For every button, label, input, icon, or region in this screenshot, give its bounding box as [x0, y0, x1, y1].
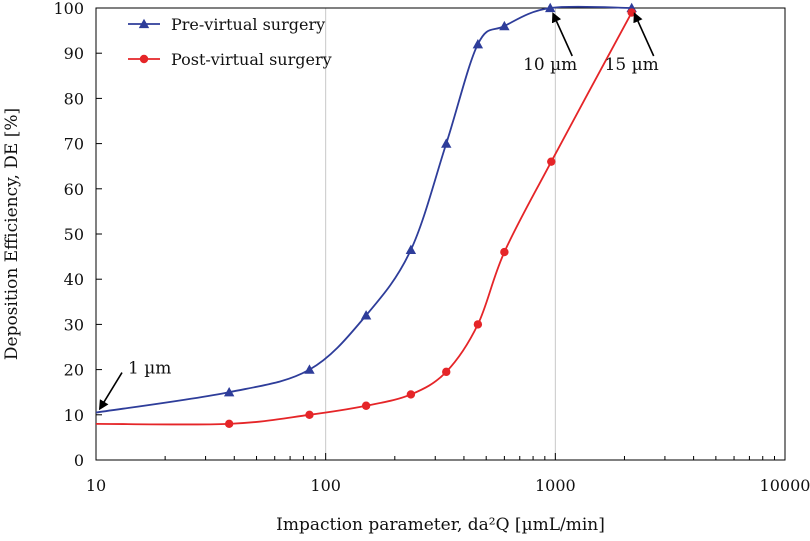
- data-point-triangle: [223, 387, 235, 397]
- data-point-triangle: [472, 38, 484, 49]
- data-point-circle: [224, 419, 234, 429]
- y-tick-label: 0: [74, 451, 84, 470]
- legend-entry-pre: Pre-virtual surgery: [128, 15, 325, 34]
- x-axis-ticks: 10 100 1000 10000: [86, 453, 810, 495]
- legend-label: Pre-virtual surgery: [171, 15, 325, 34]
- y-tick-label: 40: [64, 270, 84, 289]
- x-tick-label: 1000: [535, 476, 576, 495]
- y-axis-title: Deposition Efficiency, DE [%]: [2, 108, 22, 360]
- data-point-triangle: [405, 244, 417, 254]
- x-axis-title: Impaction parameter, da²Q [µmL/min]: [276, 515, 605, 535]
- data-point-triangle: [304, 364, 315, 374]
- data-point-circle: [547, 157, 556, 166]
- data-point-triangle: [441, 138, 452, 148]
- plot-area-frame: [95, 7, 786, 461]
- y-tick-label: 80: [64, 89, 84, 108]
- legend-entry-post: Post-virtual surgery: [128, 50, 332, 69]
- annotation-1: 10 µm: [523, 12, 577, 75]
- y-tick-label: 10: [64, 406, 84, 425]
- data-point-triangle: [499, 20, 510, 31]
- x-tick-label: 100: [310, 476, 341, 495]
- series-post: [95, 8, 636, 429]
- annotation-arrow: [633, 12, 655, 57]
- x-tick-label: 10: [86, 476, 106, 495]
- y-tick-label: 70: [64, 135, 84, 154]
- y-tick-label: 50: [64, 225, 84, 244]
- annotation-arrow: [551, 12, 573, 57]
- y-tick-label: 100: [53, 0, 84, 18]
- legend: Pre-virtual surgery Post-virtual surgery: [128, 15, 332, 69]
- data-point-triangle: [360, 310, 372, 320]
- x-tick-label: 10000: [760, 476, 810, 495]
- annotation-label: 10 µm: [523, 55, 577, 75]
- data-point-circle: [406, 390, 416, 399]
- data-point-circle: [361, 401, 371, 410]
- data-point-circle: [305, 410, 314, 419]
- legend-label: Post-virtual surgery: [171, 50, 332, 69]
- y-tick-label: 20: [64, 361, 84, 380]
- annotation-label: 15 µm: [605, 55, 659, 75]
- legend-marker: [139, 54, 149, 64]
- y-tick-label: 60: [64, 180, 84, 199]
- series-group: [95, 2, 637, 429]
- annotation-0: 1 µm: [98, 359, 171, 411]
- data-point-circle: [442, 367, 451, 377]
- data-point-triangle: [545, 2, 556, 13]
- y-tick-label: 90: [64, 44, 84, 63]
- data-point-circle: [473, 320, 483, 329]
- annotation-label: 1 µm: [128, 359, 171, 379]
- annotations-group: 1 µm 10 µm 15 µm: [98, 12, 659, 411]
- annotation-arrow: [98, 372, 123, 411]
- annotation-2: 15 µm: [605, 12, 659, 75]
- series-line: [95, 5, 632, 414]
- series-line: [95, 12, 633, 426]
- y-axis-ticks: 0 10 20 30 40 50 60 70 80 90 100: [53, 0, 102, 470]
- grid-lines: [325, 8, 556, 460]
- legend-marker: [138, 18, 150, 29]
- data-point-circle: [500, 247, 509, 257]
- y-tick-label: 30: [64, 315, 84, 334]
